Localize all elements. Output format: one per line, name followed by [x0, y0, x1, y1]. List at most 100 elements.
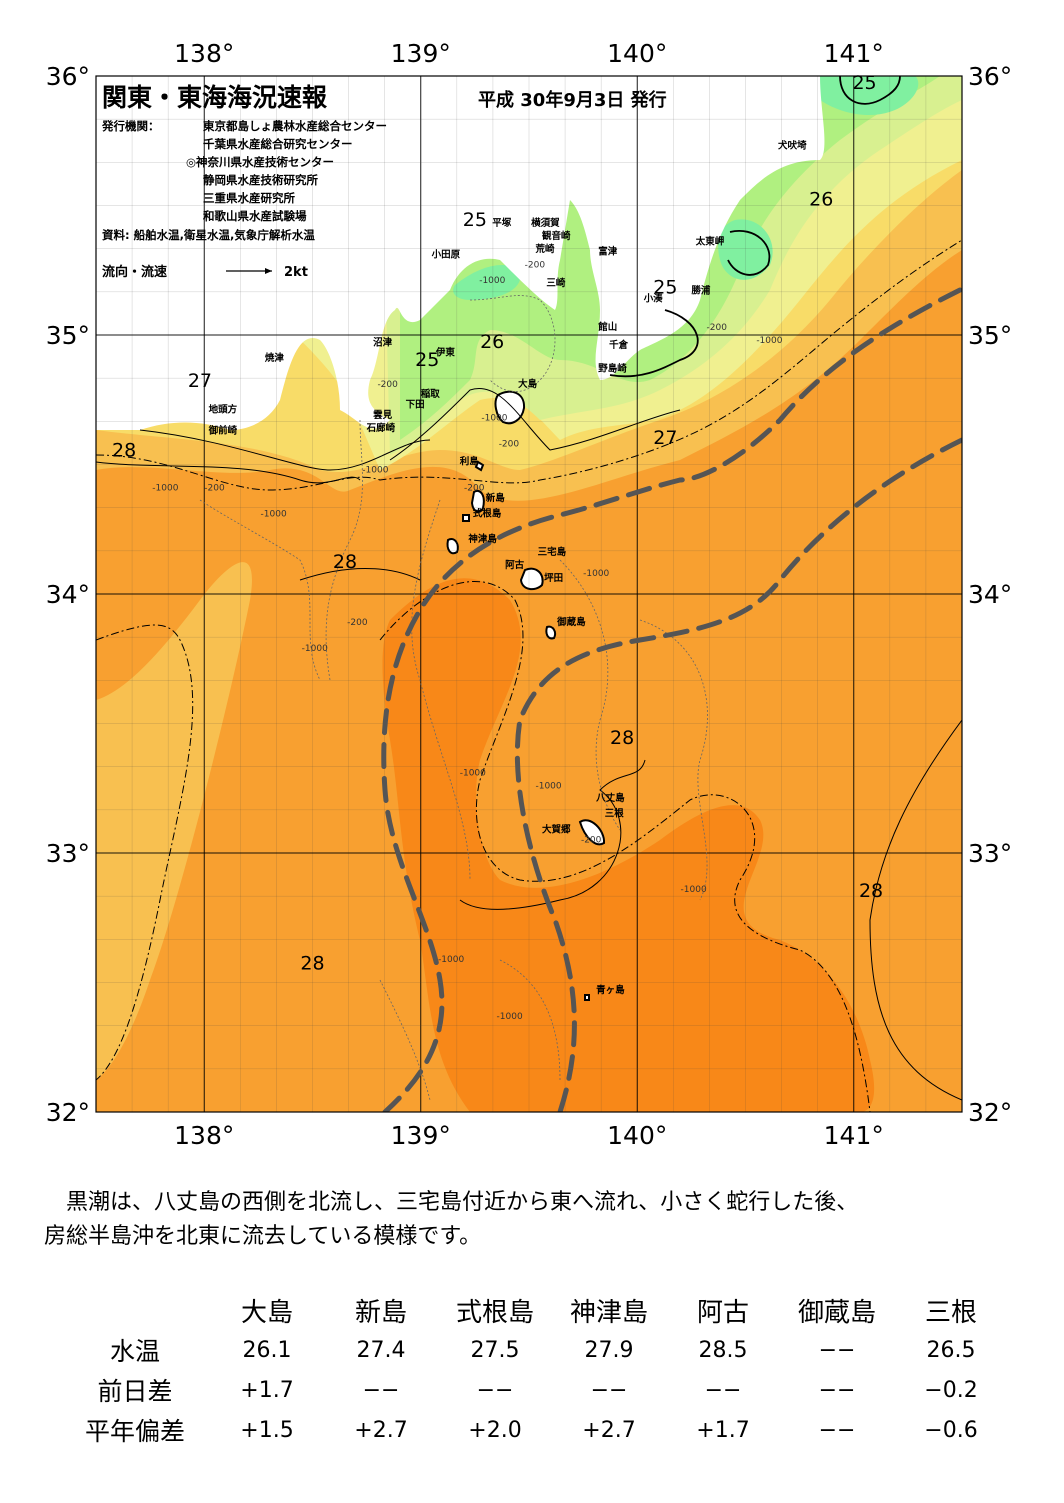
- place-label: 館山: [597, 321, 617, 333]
- place-label: 富津: [598, 246, 618, 258]
- station-header-row: 大島 新島 式根島 神津島 阿古 御蔵島 三根: [60, 1290, 1008, 1330]
- station-header: 御蔵島: [797, 1297, 876, 1328]
- depth-label: -1000: [479, 276, 505, 286]
- place-label: 稲取: [421, 388, 441, 400]
- lon-tick-label-bottom: 138°: [174, 1121, 234, 1150]
- depth-label: -1000: [481, 413, 507, 423]
- flow-legend-arrowhead: [265, 268, 272, 274]
- place-label: 犬吠埼: [777, 140, 807, 152]
- place-label: 焼津: [265, 352, 285, 364]
- isotherm-line-28-south: [299, 567, 646, 910]
- map-header: 関東・東海海況速報 平成 30年9月3日 発行 発行機関： 東京都島しょ農林水産…: [101, 83, 667, 280]
- lat-tick-label-right: 36°: [968, 62, 1012, 91]
- table-cell: −0.2: [924, 1377, 978, 1403]
- isotherm-label: 25: [852, 72, 876, 94]
- isotherm-label: 28: [333, 551, 357, 573]
- table-cell: −−: [818, 1417, 856, 1443]
- depth-contour-ogasawara: [639, 619, 708, 901]
- lon-tick-label-bottom: 139°: [391, 1121, 451, 1150]
- depth-label: -200: [581, 836, 602, 846]
- depth-label: -200: [499, 439, 520, 449]
- depth-contours: [199, 295, 708, 1101]
- lat-labels-right: 36° 35° 34° 33° 32°: [968, 62, 1012, 1127]
- isotherm-line-28-5: [379, 581, 871, 1112]
- station-header: 式根島: [455, 1297, 534, 1328]
- lon-tick-label-top: 140°: [607, 39, 667, 68]
- place-label: 三宅島: [538, 546, 567, 558]
- station-header: 阿古: [696, 1297, 749, 1328]
- place-label: 式根島: [473, 507, 502, 519]
- depth-label: -200: [204, 483, 225, 493]
- isotherm-label: 28: [300, 953, 324, 975]
- lat-tick-label-left: 32°: [46, 1098, 90, 1127]
- depth-contour-sagami: [469, 295, 556, 392]
- issuer-5: 三重県水産研究所: [203, 191, 295, 205]
- place-label: 沼津: [373, 336, 393, 348]
- isotherm-line-25-east: [609, 309, 699, 378]
- place-label: 大島: [518, 378, 538, 390]
- isotherm-label: 26: [809, 189, 833, 211]
- table-cell: −0.6: [924, 1417, 978, 1443]
- place-label: 平塚: [492, 217, 512, 229]
- lat-lon-grid: [96, 76, 962, 1112]
- isotherm-line-24-taito: [727, 229, 771, 276]
- table-cell: +2.7: [354, 1417, 408, 1443]
- lon-tick-label-bottom: 140°: [607, 1121, 667, 1150]
- table-cell: 26.5: [926, 1337, 976, 1363]
- sea-temperature-map: 138° 139° 140° 141° 138° 139° 140° 141° 36° 35°…: [46, 39, 1013, 1150]
- place-label: 阿古: [505, 559, 525, 571]
- table-cell: −−: [818, 1337, 856, 1363]
- depth-label: -1000: [152, 483, 178, 493]
- island-shikinejima: [462, 514, 470, 522]
- issuer-6: 和歌山県水産試験場: [203, 209, 307, 223]
- table-cell: +1.7: [696, 1417, 750, 1443]
- place-label: 三崎: [546, 277, 566, 289]
- table-row: 前日差 +1.7 −− −− −− −− −− −0.2: [60, 1370, 1008, 1410]
- depth-labels: -200 -1000 -200 -1000 -200 -1000 -200 -1000 -100…: [152, 261, 782, 1022]
- island-kozushima: [446, 538, 459, 555]
- table-cell: 27.9: [584, 1337, 634, 1363]
- place-label: 太東岬: [696, 235, 725, 247]
- isotherm-labels: 25 26 25 25 26 25 27 27 28 28 28 28 28: [112, 72, 883, 975]
- data-source: 資料: 船舶水温,衛星水温,気象庁解析水温: [102, 228, 315, 242]
- place-label: 勝浦: [691, 285, 711, 297]
- issuer-1: 東京都島しょ農林水産総合センター: [203, 119, 387, 133]
- station-temperature-table: 大島 新島 式根島 神津島 阿古 御蔵島 三根 水温 26.1 27.4 27.…: [60, 1290, 1008, 1450]
- place-label: 青ヶ島: [596, 984, 625, 996]
- depth-label: -200: [707, 323, 728, 333]
- depth-label: -200: [347, 618, 368, 628]
- depth-label: -1000: [302, 644, 328, 654]
- island-oshima: [494, 390, 526, 425]
- isotherm-line-26: [389, 387, 681, 461]
- lon-tick-label-top: 138°: [174, 39, 234, 68]
- depth-contour-southwest: [379, 979, 431, 1101]
- land-mass: [96, 76, 825, 430]
- depth-contour-south: [499, 959, 561, 1081]
- depth-label: -1000: [681, 885, 707, 895]
- place-label: 八丈島: [595, 792, 625, 804]
- table-cell: −−: [590, 1377, 628, 1403]
- row-label: 前日差: [97, 1377, 173, 1406]
- issuer-2: 千葉県水産総合研究センター: [203, 137, 353, 151]
- island-toshima: [474, 460, 485, 472]
- lat-tick-label-left: 36°: [46, 62, 90, 91]
- isotherm-label: 25: [463, 209, 487, 231]
- kuroshio-north-edge: [381, 287, 962, 1112]
- isotherm-label: 27: [653, 427, 677, 449]
- place-label: 野島崎: [598, 362, 627, 374]
- kuroshio-south-edge: [514, 437, 962, 1112]
- isotherm-label: 28: [859, 880, 883, 902]
- issue-date: 平成 30年9月3日 発行: [478, 89, 667, 111]
- depth-contour-west: [199, 499, 321, 681]
- station-header: 新島: [354, 1297, 407, 1328]
- place-label: 御蔵島: [556, 616, 586, 628]
- depth-label: -1000: [261, 509, 287, 519]
- table-cell: +2.0: [468, 1417, 522, 1443]
- isotherm-label: 27: [188, 370, 212, 392]
- island-niijima: [470, 489, 485, 513]
- depth-label: -1000: [438, 955, 464, 965]
- table-cell: 27.4: [356, 1337, 406, 1363]
- table-cell: −−: [476, 1377, 514, 1403]
- isotherm-lines: [96, 76, 962, 1112]
